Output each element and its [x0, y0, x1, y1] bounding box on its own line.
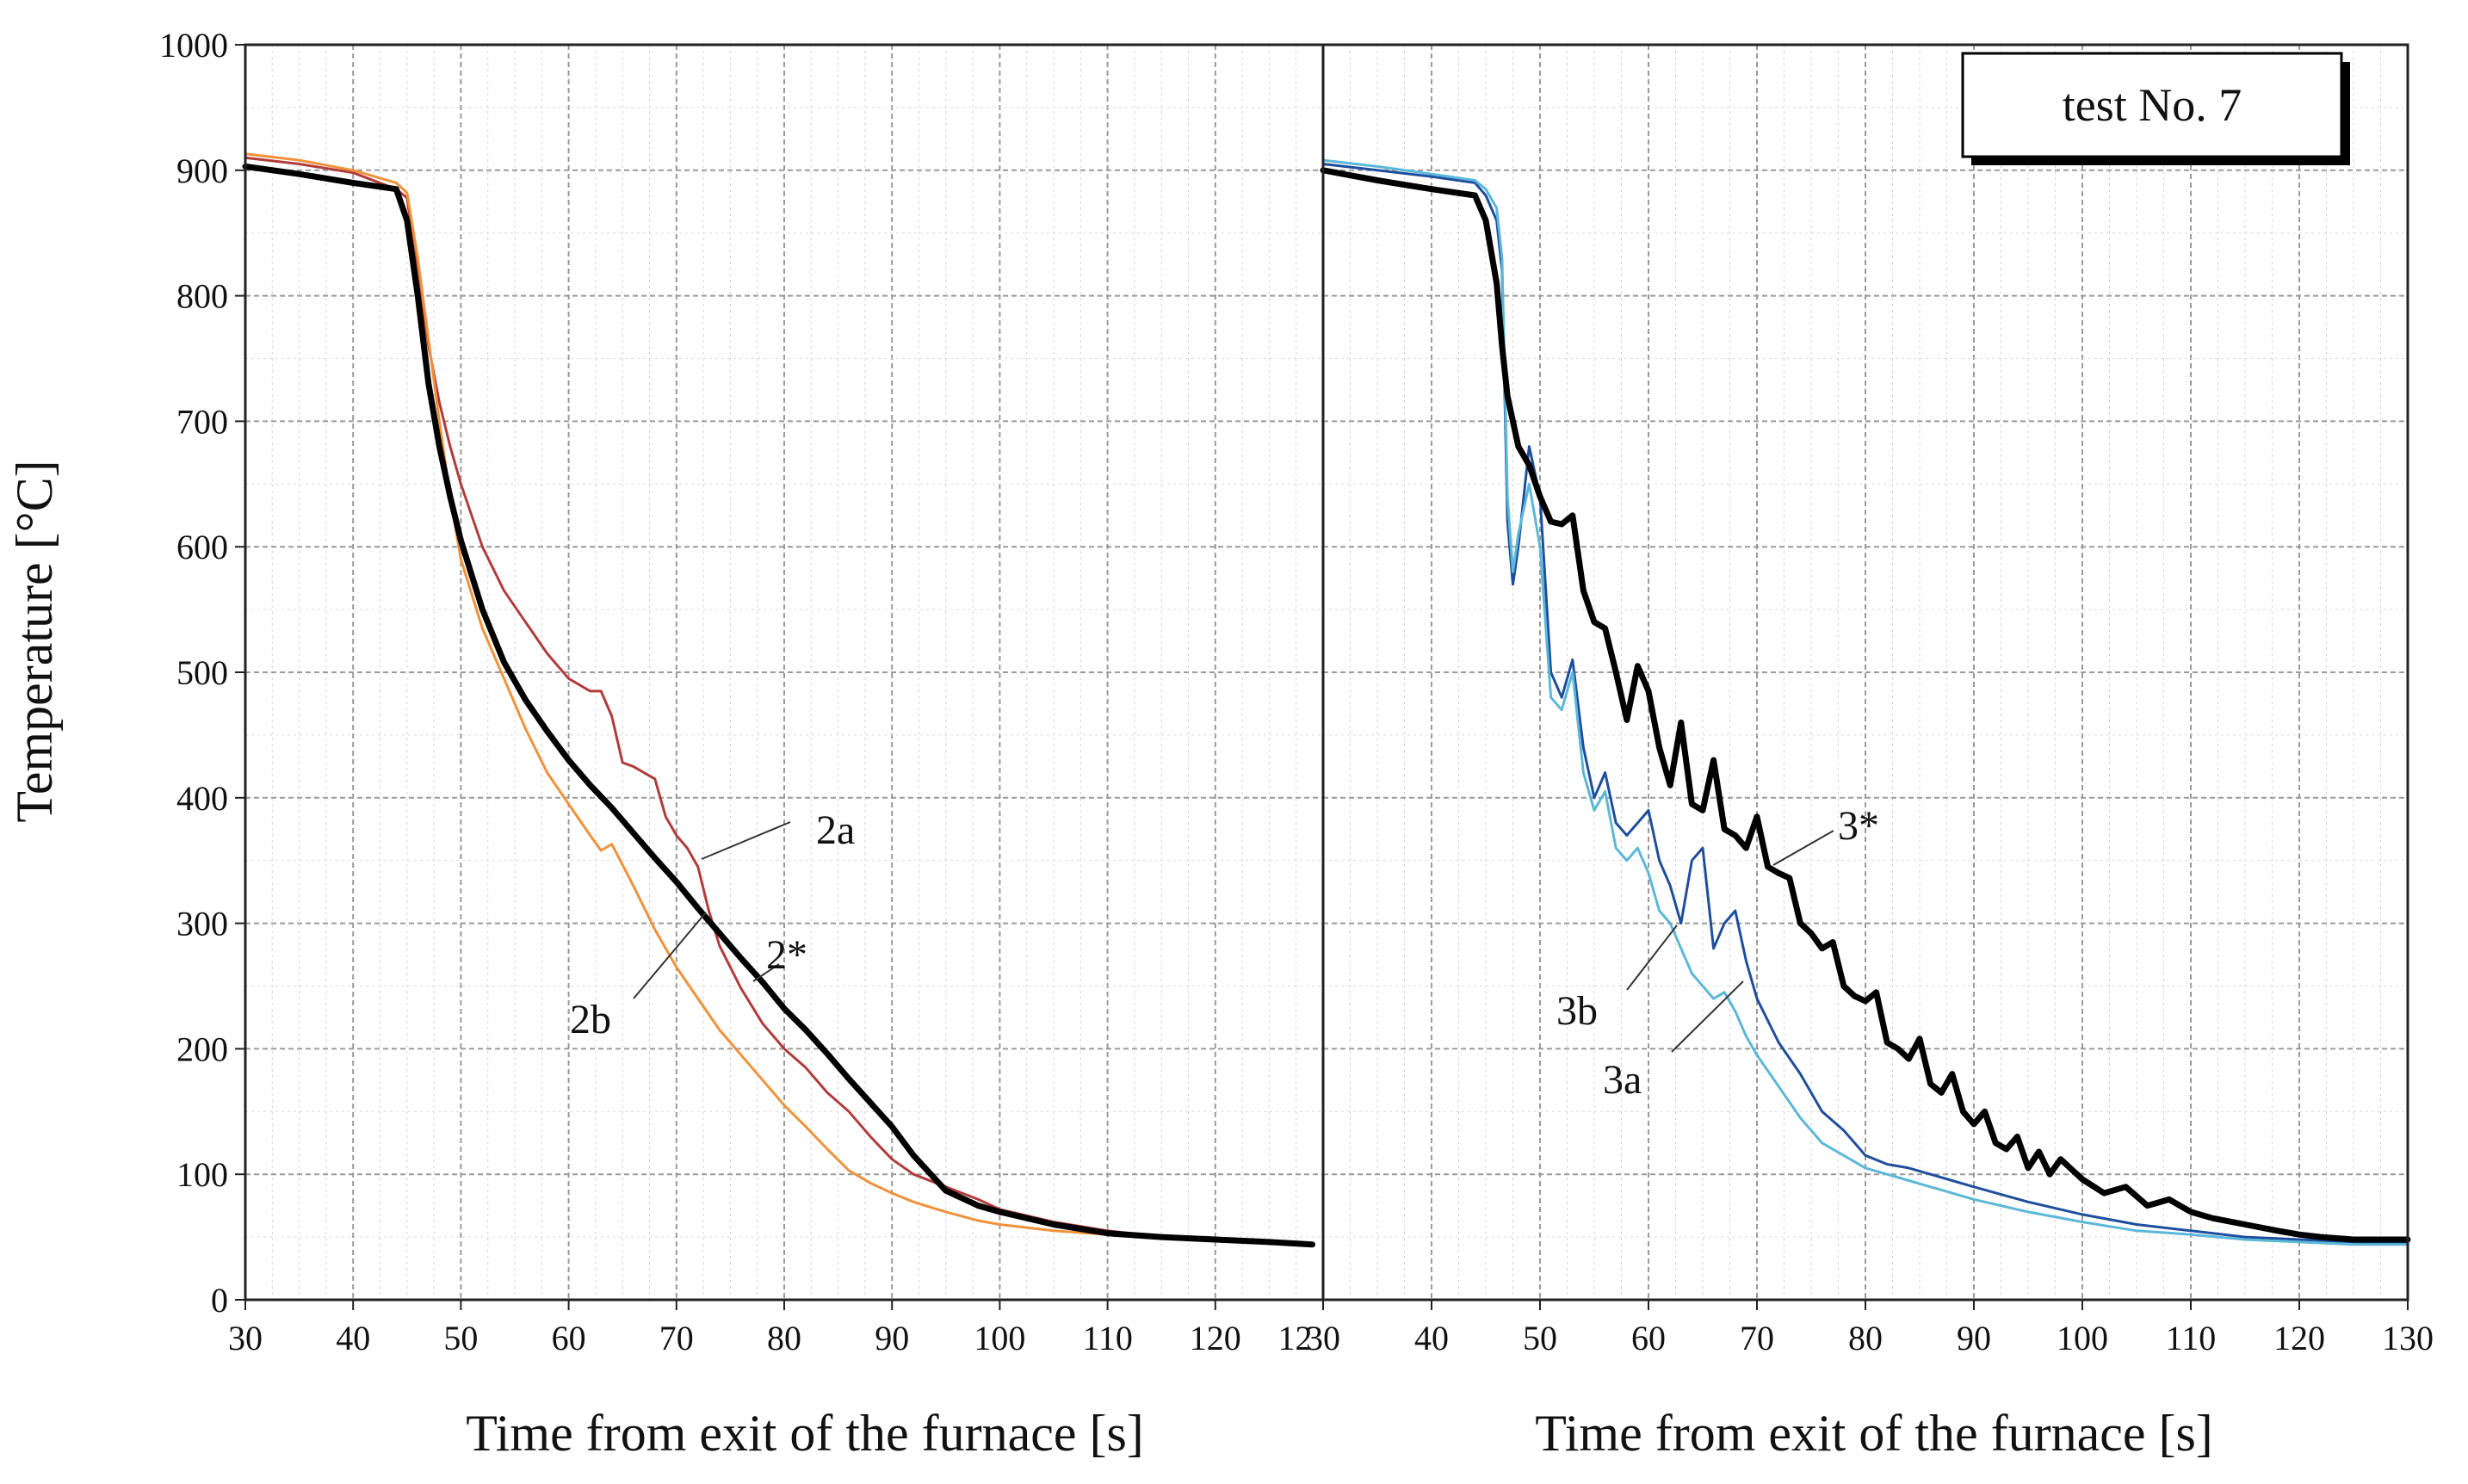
x-tick-label: 110 [1082, 1319, 1133, 1357]
y-tick-label: 700 [176, 402, 228, 441]
x-tick-label: 130 [2382, 1319, 2434, 1357]
x-tick-label: 60 [552, 1319, 586, 1357]
series-line-3b [1321, 158, 2409, 1246]
series-line-2star [242, 163, 1315, 1248]
x-tick-label: 40 [336, 1319, 370, 1357]
y-tick-label: 1000 [159, 26, 228, 65]
test-label: test No. 7 [2063, 79, 2242, 131]
y-tick-label: 800 [176, 277, 228, 316]
x-tick-label: 120 [1190, 1319, 1241, 1357]
callout-3b: 3b [1556, 988, 1598, 1034]
y-axis-title: Temperature [°C] [6, 460, 63, 822]
x-axis-title-right: Time from exit of the furnace [s] [1535, 1405, 2213, 1462]
x-tick-label: 100 [974, 1319, 1025, 1357]
y-tick-label: 200 [176, 1030, 228, 1068]
series-line-3a [1321, 163, 2409, 1245]
leader-2star [752, 963, 780, 982]
x-tick-label: 90 [875, 1319, 909, 1357]
grid-lines [244, 44, 2409, 1301]
y-tick-label: 100 [176, 1155, 228, 1194]
callout-2b: 2b [570, 997, 611, 1042]
x-tick-label: 30 [228, 1319, 263, 1357]
leader-2a [701, 821, 791, 860]
callout-3a: 3a [1603, 1057, 1642, 1103]
x-tick-label: 80 [1848, 1319, 1883, 1357]
x-tick-label: 120 [2273, 1319, 2325, 1357]
y-tick-label: 600 [176, 528, 228, 566]
x-tick-label: 110 [2166, 1319, 2217, 1357]
y-tick-label: 900 [176, 151, 228, 190]
leader-3a [1671, 980, 1744, 1053]
x-tick-label: 60 [1631, 1319, 1666, 1357]
series-line-2a [244, 156, 1314, 1246]
x-tick-label: 80 [767, 1319, 801, 1357]
series-line-3star [1320, 167, 2411, 1243]
callout-2star: 2* [766, 932, 807, 978]
x-tick-label: 50 [443, 1319, 478, 1357]
x-tick-label: 12 [1277, 1319, 1312, 1357]
test-label-box [1961, 52, 2343, 158]
x-tick-label: 70 [659, 1319, 694, 1357]
y-tick-label: 0 [211, 1281, 228, 1320]
tick-labels: 30 40 50 60 70 80 90 100 110 120 12010020030040050… [159, 26, 2434, 1357]
y-tick-label: 300 [176, 905, 228, 943]
x-tick-label: 100 [2057, 1319, 2108, 1357]
x-tick-label: 70 [1740, 1319, 1774, 1357]
series-layer [242, 152, 2411, 1248]
x-axis-title-left: Time from exit of the furnace [s] [466, 1405, 1144, 1462]
x-tick-label: 30 [1306, 1319, 1340, 1357]
callout-2a: 2a [816, 807, 855, 853]
x-tick-label: 40 [1414, 1319, 1449, 1357]
x-tick-label: 90 [1957, 1319, 1991, 1357]
x-tick-label: 50 [1523, 1319, 1557, 1357]
y-tick-label: 400 [176, 779, 228, 818]
y-tick-label: 500 [176, 653, 228, 692]
series-line-2b [244, 152, 1314, 1246]
callout-3star: 3* [1838, 803, 1879, 849]
leader-2b [633, 912, 707, 999]
leader-3star [1772, 830, 1834, 866]
leader-3b [1626, 924, 1678, 991]
